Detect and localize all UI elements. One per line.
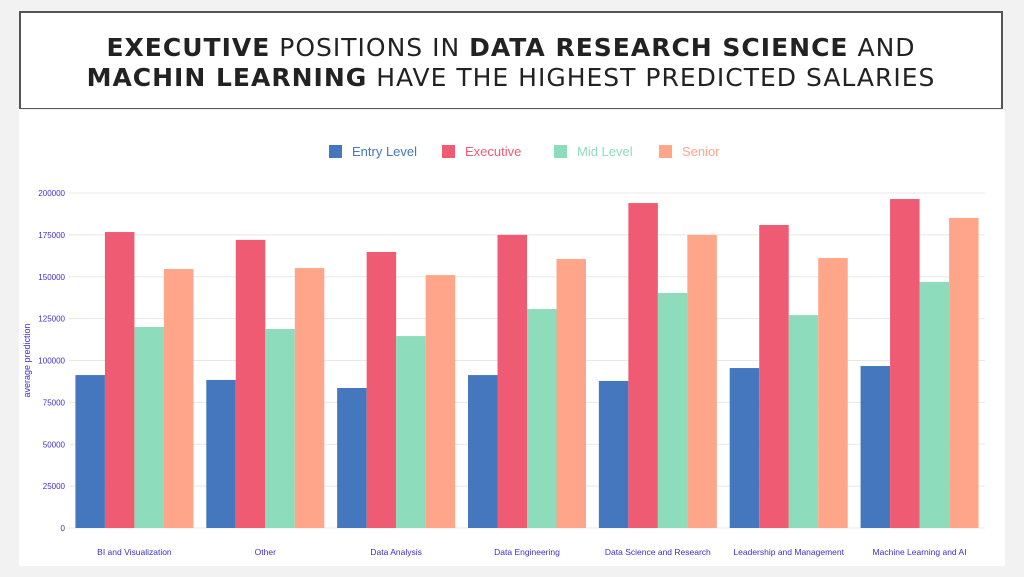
- chart-title: EXECUTIVE POSITIONS IN DATA RESEARCH SCI…: [21, 33, 1001, 93]
- bar-senior: [949, 217, 979, 528]
- bar-mid-level: [527, 309, 557, 528]
- title-segment: EXECUTIVE: [106, 33, 271, 62]
- y-tick-label: 150000: [38, 273, 65, 282]
- y-axis-label: average prediction: [22, 323, 32, 397]
- chart-area: 0 25000 50000 75000 100000 125000 150000 175000…: [19, 110, 1005, 566]
- y-tick-label: 100000: [38, 357, 65, 366]
- bar-entry-level: [75, 375, 105, 528]
- bar-entry-level: [468, 375, 498, 528]
- title-line-1: EXECUTIVE POSITIONS IN DATA RESEARCH SCI…: [21, 33, 1001, 63]
- title-segment: AND: [848, 33, 916, 62]
- bar-executive: [628, 203, 658, 529]
- bar-executive: [235, 239, 266, 528]
- bar-mid-level: [134, 327, 164, 528]
- title-line-2: MACHIN LEARNING HAVE THE HIGHEST PREDICT…: [21, 63, 1001, 93]
- x-tick-label: Data Science and Research: [605, 547, 711, 557]
- legend-swatch: [554, 145, 567, 158]
- y-tick-label: 200000: [38, 189, 65, 198]
- bar-executive: [366, 251, 397, 528]
- x-tick-label: Machine Learning and AI: [873, 547, 967, 557]
- bar-senior: [687, 234, 717, 528]
- title-segment: HAVE THE HIGHEST PREDICTED SALARIES: [367, 63, 936, 92]
- bar-executive: [104, 232, 135, 528]
- legend-swatch: [659, 145, 672, 158]
- bar-senior: [163, 269, 194, 528]
- bar-senior: [556, 258, 586, 528]
- bar-executive: [759, 224, 789, 528]
- bar-senior: [425, 275, 456, 528]
- bar-entry-level: [337, 387, 367, 528]
- title-segment: DATA RESEARCH SCIENCE: [469, 33, 849, 62]
- bar-executive: [497, 234, 527, 528]
- y-tick-label: 175000: [38, 231, 65, 240]
- x-tick-label: Leadership and Management: [733, 547, 844, 557]
- legend-label: Executive: [465, 144, 521, 159]
- legend-label: Entry Level: [352, 144, 417, 159]
- y-tick-label: 25000: [43, 482, 66, 491]
- bar-mid-level: [788, 315, 819, 528]
- x-tick-label: Data Analysis: [370, 547, 422, 557]
- legend-label: Senior: [682, 144, 720, 159]
- bar-senior: [818, 257, 848, 528]
- x-tick-label: BI and Visualization: [97, 547, 172, 557]
- bar-entry-level: [598, 380, 629, 528]
- bar-executive: [890, 199, 920, 528]
- bar-entry-level: [860, 366, 891, 528]
- title-segment: MACHIN LEARNING: [86, 63, 368, 92]
- x-tick-label: Other: [255, 547, 276, 557]
- bar-entry-level: [729, 368, 760, 528]
- y-tick-label: 125000: [38, 315, 65, 324]
- bar-chart: 0 25000 50000 75000 100000 125000 150000 175000…: [22, 144, 985, 557]
- y-tick-label: 75000: [43, 398, 66, 407]
- y-tick-label: 0: [61, 524, 66, 533]
- bar-mid-level: [657, 292, 688, 528]
- title-box: EXECUTIVE POSITIONS IN DATA RESEARCH SCI…: [19, 11, 1003, 109]
- bar-mid-level: [265, 329, 295, 528]
- legend-swatch: [329, 145, 342, 158]
- x-tick-label: Data Engineering: [494, 547, 560, 557]
- legend-swatch: [442, 145, 455, 158]
- bar-entry-level: [206, 379, 236, 528]
- title-segment: POSITIONS IN: [270, 33, 470, 62]
- bar-mid-level: [396, 336, 426, 528]
- legend-label: Mid Level: [577, 144, 633, 159]
- y-tick-label: 50000: [43, 440, 66, 449]
- bar-mid-level: [919, 281, 950, 528]
- bar-senior: [294, 268, 325, 528]
